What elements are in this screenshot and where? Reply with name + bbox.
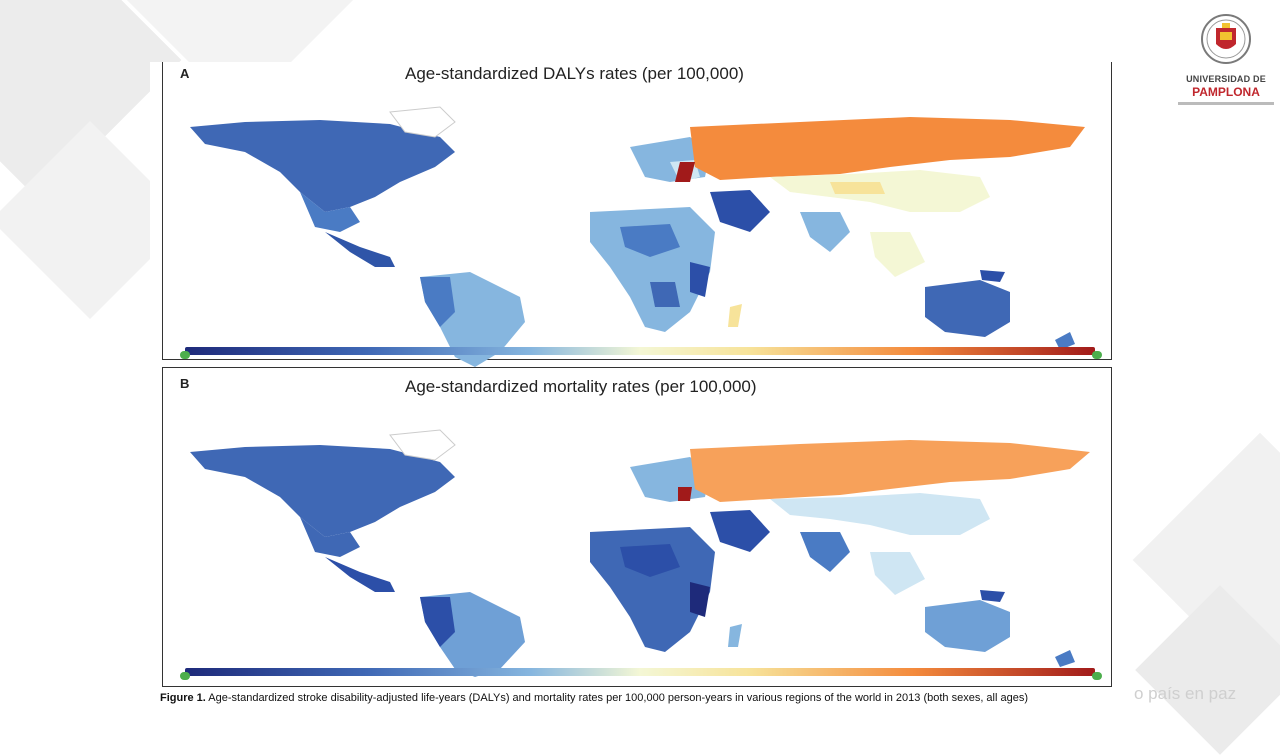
logo-divider	[1178, 102, 1274, 105]
world-map-mortality	[190, 429, 1090, 677]
colorbar-left-marker-icon	[180, 351, 190, 359]
colorbar-right-marker-icon	[1092, 672, 1102, 680]
colorbar-right-marker-icon	[1092, 351, 1102, 359]
figure-caption: Figure 1. Age-standardized stroke disabi…	[160, 692, 1150, 705]
logo-text-line1: UNIVERSIDAD DE	[1186, 74, 1266, 84]
panel-b-frame	[162, 367, 1112, 687]
caption-text: Age-standardized stroke disability-adjus…	[208, 692, 1029, 704]
logo-text-line2: PAMPLONA	[1192, 85, 1260, 99]
panel-a-label: A	[180, 66, 190, 81]
slogan-text: o país en paz	[1134, 684, 1237, 703]
panel-b-colorbar	[185, 668, 1095, 676]
world-map-dalys	[190, 106, 1085, 367]
panel-b-title: Age-standardized mortality rates (per 10…	[405, 377, 757, 396]
colorbar-left-marker-icon	[180, 672, 190, 680]
caption-figure-label: Figure 1.	[160, 692, 206, 704]
figure-image: A Age-standardized DALYs rates (per 100,…	[150, 62, 1125, 692]
university-seal-icon	[1201, 14, 1251, 64]
panel-a-title: Age-standardized DALYs rates (per 100,00…	[405, 64, 744, 83]
panel-a-frame	[162, 62, 1112, 360]
panel-a-colorbar	[185, 347, 1095, 355]
panel-b-label: B	[180, 376, 190, 391]
